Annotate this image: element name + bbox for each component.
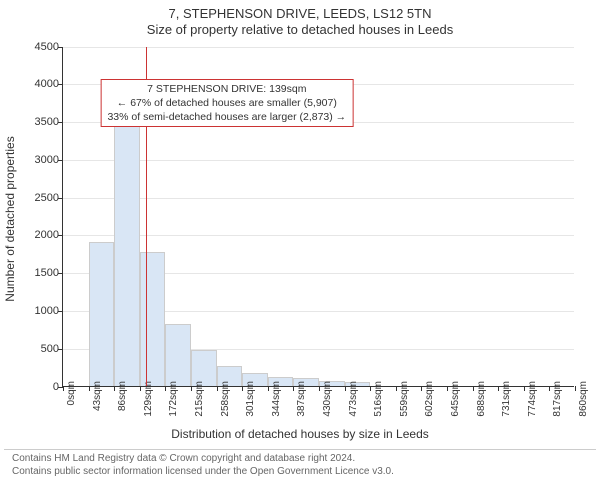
x-tick-label: 731sqm xyxy=(501,381,512,417)
x-tick-label: 645sqm xyxy=(450,381,461,417)
y-tick-label: 3500 xyxy=(19,116,59,128)
footer-line1: Contains HM Land Registry data © Crown c… xyxy=(12,452,588,465)
x-tick-label: 215sqm xyxy=(194,381,205,417)
x-tick xyxy=(447,386,448,391)
title-block: 7, STEPHENSON DRIVE, LEEDS, LS12 5TN Siz… xyxy=(0,0,600,39)
x-tick xyxy=(293,386,294,391)
x-tick-label: 129sqm xyxy=(143,381,154,417)
x-tick-label: 387sqm xyxy=(296,381,307,417)
footer: Contains HM Land Registry data © Crown c… xyxy=(4,449,596,478)
x-tick xyxy=(165,386,166,391)
y-tick-label: 3000 xyxy=(19,154,59,166)
x-tick-label: 688sqm xyxy=(476,381,487,417)
x-tick xyxy=(524,386,525,391)
x-tick xyxy=(498,386,499,391)
x-tick-label: 258sqm xyxy=(220,381,231,417)
x-tick-label: 344sqm xyxy=(271,381,282,417)
histogram-bar xyxy=(165,324,191,386)
x-tick-label: 0sqm xyxy=(66,381,77,405)
x-tick xyxy=(549,386,550,391)
x-tick xyxy=(345,386,346,391)
page-title-line1: 7, STEPHENSON DRIVE, LEEDS, LS12 5TN xyxy=(0,6,600,22)
x-axis-title: Distribution of detached houses by size … xyxy=(171,427,429,441)
x-tick xyxy=(575,386,576,391)
y-tick-label: 0 xyxy=(19,381,59,393)
x-tick-label: 817sqm xyxy=(552,381,563,417)
x-tick-label: 473sqm xyxy=(348,381,359,417)
x-tick xyxy=(114,386,115,391)
x-tick-label: 516sqm xyxy=(373,381,384,417)
page-title-line2: Size of property relative to detached ho… xyxy=(0,22,600,38)
y-tick-label: 1500 xyxy=(19,267,59,279)
x-tick-label: 559sqm xyxy=(399,381,410,417)
x-tick-label: 774sqm xyxy=(527,381,538,417)
y-tick-label: 500 xyxy=(19,343,59,355)
plot-region: 0500100015002000250030003500400045000sqm… xyxy=(62,47,574,387)
x-tick-label: 301sqm xyxy=(245,381,256,417)
histogram-bar xyxy=(140,252,166,386)
y-tick-label: 2500 xyxy=(19,192,59,204)
y-tick-label: 1000 xyxy=(19,305,59,317)
y-tick-label: 4000 xyxy=(19,78,59,90)
x-tick xyxy=(217,386,218,391)
histogram-bar xyxy=(114,123,140,386)
x-tick-label: 602sqm xyxy=(424,381,435,417)
footer-line2: Contains public sector information licen… xyxy=(12,465,588,478)
x-tick xyxy=(268,386,269,391)
annotation-box: 7 STEPHENSON DRIVE: 139sqm← 67% of detac… xyxy=(100,79,353,128)
x-tick xyxy=(370,386,371,391)
x-tick xyxy=(473,386,474,391)
y-tick-label: 4500 xyxy=(19,41,59,53)
annotation-line1: 7 STEPHENSON DRIVE: 139sqm xyxy=(107,82,346,96)
y-tick-label: 2000 xyxy=(19,229,59,241)
x-tick xyxy=(63,386,64,391)
x-tick xyxy=(242,386,243,391)
x-tick-label: 43sqm xyxy=(92,381,103,411)
histogram-bar xyxy=(89,242,115,386)
annotation-line2: ← 67% of detached houses are smaller (5,… xyxy=(107,96,346,110)
x-tick-label: 86sqm xyxy=(117,381,128,411)
x-tick xyxy=(140,386,141,391)
y-axis-title: Number of detached properties xyxy=(3,136,17,301)
x-tick xyxy=(396,386,397,391)
x-tick xyxy=(89,386,90,391)
x-tick xyxy=(421,386,422,391)
x-tick-label: 172sqm xyxy=(168,381,179,417)
grid-line xyxy=(63,47,574,48)
x-tick xyxy=(191,386,192,391)
x-tick-label: 860sqm xyxy=(578,381,589,417)
x-tick-label: 430sqm xyxy=(322,381,333,417)
annotation-line3: 33% of semi-detached houses are larger (… xyxy=(107,110,346,124)
chart-area: Number of detached properties 0500100015… xyxy=(0,39,600,449)
x-tick xyxy=(319,386,320,391)
